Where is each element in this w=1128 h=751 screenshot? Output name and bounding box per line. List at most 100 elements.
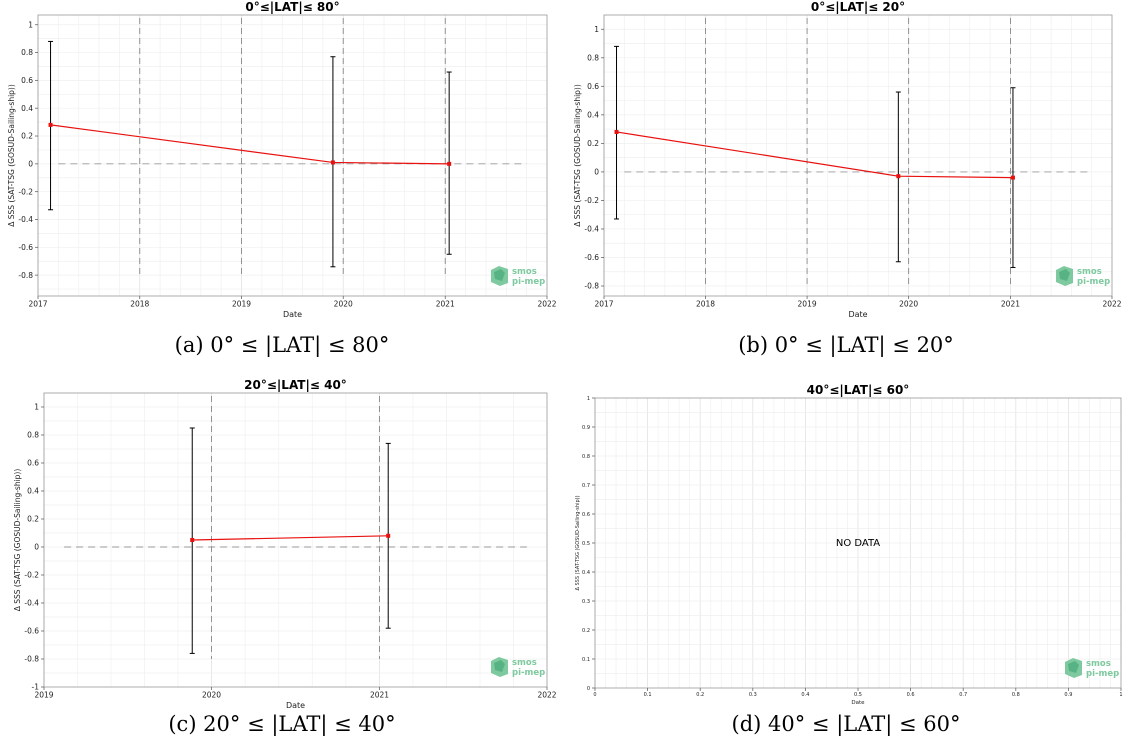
x-tick-label: 2017 — [594, 300, 613, 309]
chart-panel-a: 2017 2018 2019 2020 2021 2022 -0.8 -0.6 -0.4 -0.2… — [0, 0, 564, 376]
caption-b: (b) 0° ≤ |LAT| ≤ 20° — [738, 333, 954, 357]
y-tick-label: 0.1 — [582, 657, 590, 663]
y-tick-label: -0.4 — [24, 599, 39, 608]
plot-frame — [37, 14, 548, 297]
grid — [37, 15, 548, 296]
x-tick-label: 1 — [1119, 692, 1122, 698]
y-tick-label: 0.2 — [21, 132, 33, 141]
x-tick-label: 2020 — [202, 691, 221, 700]
y-tick-label: -0.2 — [584, 196, 599, 205]
y-tick-label: -0.2 — [18, 187, 33, 196]
y-tick-label: 0.2 — [27, 515, 39, 524]
logo-text-top: smos — [1086, 659, 1111, 669]
chart-svg-b: 2017 2018 2019 2020 2021 2022 -0.8 -0.6 -0.4 -0.2… — [573, 0, 1122, 319]
chart-title: 0°≤|LAT|≤ 80° — [245, 0, 339, 14]
logo-text-bottom: pi-mep — [1086, 669, 1119, 679]
y-tick-label: 0.3 — [582, 599, 590, 605]
data-point — [896, 174, 901, 179]
x-tick-label: 2022 — [537, 300, 556, 309]
data-point — [48, 122, 53, 127]
x-tick-label: 2019 — [798, 300, 817, 309]
series-line — [616, 131, 1013, 179]
y-tick-label: 1 — [594, 25, 599, 34]
y-tick-label: 1 — [34, 403, 39, 412]
chart-panel-b: 2017 2018 2019 2020 2021 2022 -0.8 -0.6 -0.4 -0.2… — [564, 0, 1128, 376]
logo-text-bottom: pi-mep — [512, 277, 545, 287]
chart-title: 20°≤|LAT|≤ 40° — [244, 378, 347, 392]
y-tick-label: -0.6 — [18, 243, 33, 252]
y-tick-label: 0.4 — [21, 104, 33, 113]
y-tick-label: 0.8 — [21, 48, 33, 57]
x-tick-label: 2017 — [28, 300, 47, 309]
plot-frame — [43, 392, 548, 688]
x-tick-label: 0.9 — [1064, 692, 1072, 698]
x-tick-label: 2022 — [537, 691, 556, 700]
y-tick-label: 0 — [28, 159, 33, 168]
y-tick-label: 0.8 — [582, 454, 590, 460]
logo-mark-inner — [1068, 661, 1079, 673]
x-tick-label: 2019 — [34, 691, 53, 700]
logo-text-bottom: pi-mep — [1077, 277, 1110, 287]
x-tick-label: 2018 — [130, 300, 149, 309]
logo-text-top: smos — [1077, 267, 1102, 277]
y-tick-label: 0 — [34, 543, 39, 552]
y-tick-label: -0.6 — [24, 627, 39, 636]
x-tick-label: 2021 — [370, 691, 389, 700]
x-tick-label: 0 — [593, 692, 596, 698]
data-point — [447, 161, 452, 166]
x-axis-label: Date — [851, 700, 865, 706]
y-tick-label: 0.9 — [582, 425, 590, 431]
logo-mark-inner — [494, 660, 505, 672]
y-tick-label: 0 — [587, 686, 590, 692]
x-tick-label: 2021 — [436, 300, 455, 309]
series-line — [50, 124, 450, 165]
x-tick-label: 2022 — [1102, 300, 1121, 309]
x-tick-label: 0.6 — [907, 692, 915, 698]
data-point — [190, 538, 195, 542]
x-tick-label: 2020 — [334, 300, 353, 309]
x-tick-label: 2020 — [899, 300, 918, 309]
y-tick-label: 0.2 — [587, 139, 599, 148]
x-tick-label: 0.2 — [696, 692, 704, 698]
y-tick-label: 0 — [594, 168, 599, 177]
chart-svg-d: 0 0.1 0.2 0.3 0.4 0.5 0.6 0.7 0.8 0.9 1 0 0.1 0.2 0.3 0… — [575, 383, 1123, 706]
y-tick-label: -0.6 — [584, 253, 599, 262]
data-point — [386, 533, 391, 538]
y-tick-label: 0.7 — [582, 483, 590, 489]
y-tick-label: 0.8 — [587, 53, 599, 62]
y-tick-label: 0.4 — [582, 570, 590, 576]
x-tick-label: 0.8 — [1012, 692, 1020, 698]
y-tick-label: 0.8 — [27, 431, 39, 440]
y-tick-label: 1 — [28, 20, 33, 29]
y-axis-label: Δ SSS (SAT-TSG (GOSUD-Sailing-ship)) — [575, 495, 581, 590]
grid — [43, 392, 548, 688]
y-tick-label: -0.8 — [18, 271, 33, 280]
y-tick-label: 1 — [587, 396, 590, 402]
grid — [603, 14, 1113, 296]
no-data-text: NO DATA — [836, 538, 880, 549]
data-point — [614, 129, 619, 134]
y-tick-label: 0.6 — [27, 459, 39, 468]
y-tick-label: 0.6 — [587, 82, 599, 91]
logo-text-top: smos — [512, 267, 537, 277]
x-tick-label: 2018 — [696, 300, 715, 309]
data-point — [1010, 175, 1015, 180]
y-tick-label: 0.4 — [587, 110, 599, 119]
y-tick-label: 0.2 — [582, 628, 590, 634]
caption-a: (a) 0° ≤ |LAT| ≤ 80° — [174, 333, 390, 357]
x-tick-label: 0.4 — [801, 692, 809, 698]
plot-frame — [603, 14, 1113, 297]
chart-panel-c: 2019 2020 2021 2022 -1 -0.8 -0.6 -0.4 -0.2 0 0.2 0.… — [0, 376, 564, 751]
y-tick-label: 0.4 — [27, 487, 39, 496]
x-tick-label: 0.5 — [854, 692, 862, 698]
y-tick-label: 0.5 — [582, 541, 590, 547]
logo-text-top: smos — [512, 658, 537, 668]
x-axis-label: Date — [286, 701, 305, 710]
x-tick-label: 0.3 — [749, 692, 757, 698]
y-tick-label: -0.2 — [24, 571, 39, 580]
x-axis-label: Date — [848, 310, 867, 319]
